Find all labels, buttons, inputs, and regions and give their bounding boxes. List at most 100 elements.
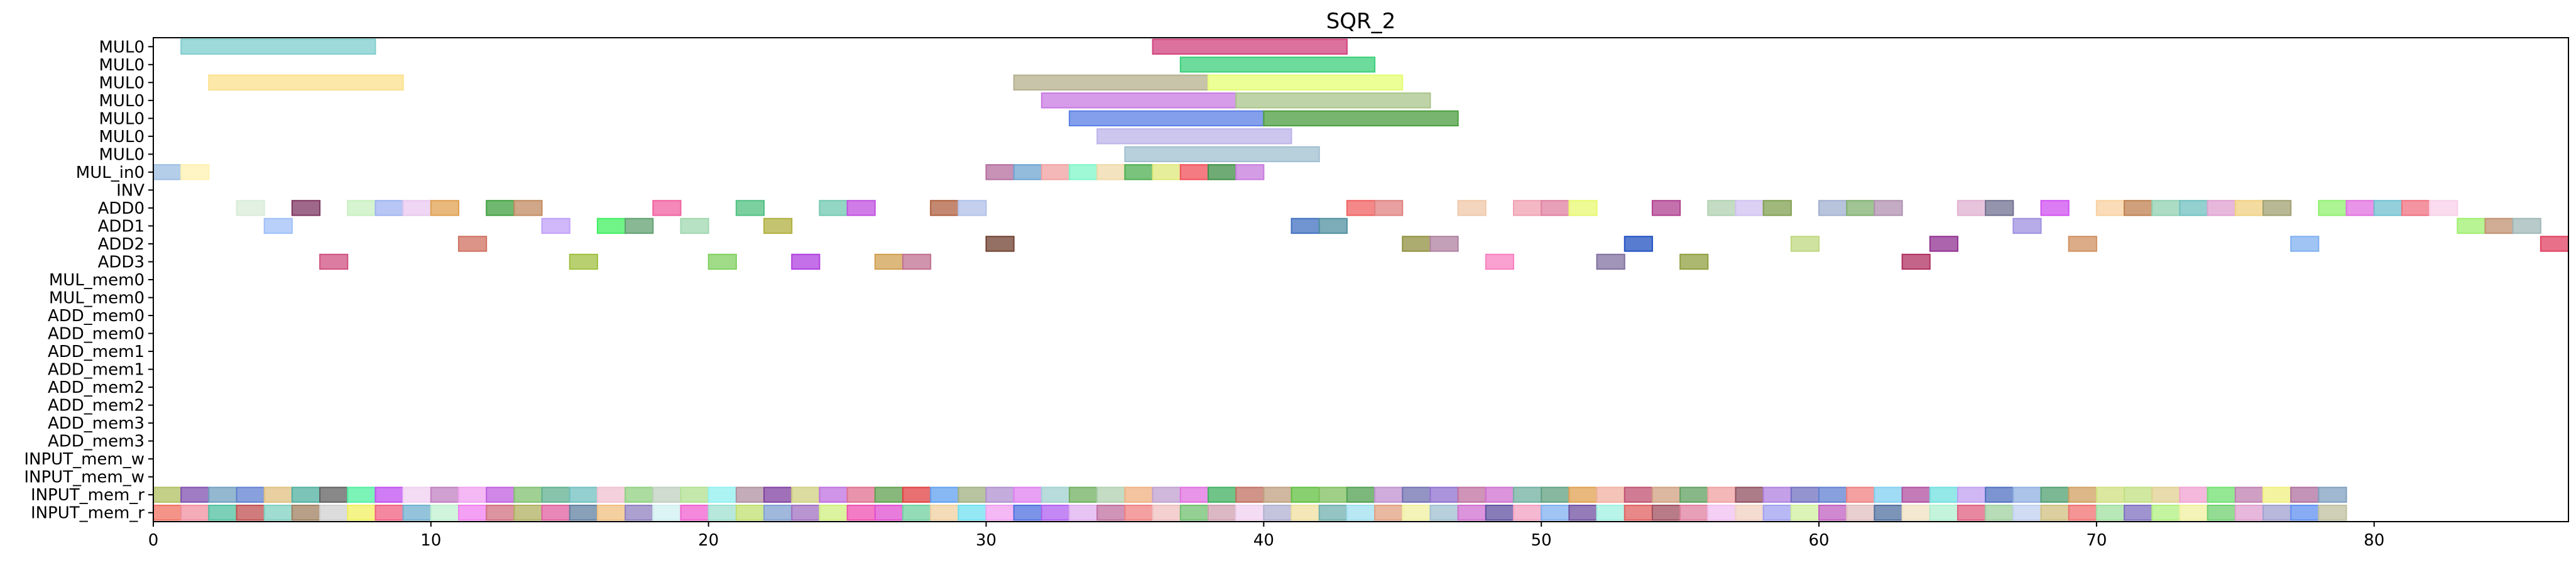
gantt-bar	[2290, 236, 2320, 252]
gantt-bar	[1374, 200, 1404, 216]
y-tick-label: INPUT_mem_w	[24, 450, 145, 469]
gantt-bar	[2373, 200, 2403, 216]
gantt-bar	[707, 253, 737, 270]
gantt-bar	[1818, 505, 1848, 521]
y-tick-label: ADD_mem0	[48, 325, 145, 344]
x-tick-label: 60	[1808, 531, 1829, 550]
gantt-bar	[1679, 486, 1709, 503]
x-tick-label: 30	[976, 531, 996, 550]
gantt-bar	[1957, 200, 1987, 216]
gantt-bar	[2401, 200, 2431, 216]
gantt-bar	[2095, 505, 2126, 521]
gantt-bar	[1013, 164, 1042, 180]
gantt-bar	[680, 505, 709, 521]
gantt-bar	[1901, 253, 1931, 270]
gantt-bar	[2179, 486, 2208, 503]
gantt-bar	[2234, 200, 2264, 216]
gantt-bar	[763, 486, 793, 503]
gantt-bar	[1235, 164, 1265, 180]
gantt-bar	[347, 486, 376, 503]
y-tick-label: MUL0	[99, 92, 145, 111]
gantt-bar	[2540, 236, 2570, 252]
gantt-bar	[819, 486, 848, 503]
gantt-bar	[291, 200, 321, 216]
gantt-bar	[291, 486, 321, 503]
gantt-bar	[625, 486, 654, 503]
gantt-bar	[1651, 486, 1681, 503]
gantt-bar	[1069, 486, 1098, 503]
gantt-bar	[2124, 505, 2153, 521]
gantt-bar	[2179, 200, 2208, 216]
gantt-bar	[208, 74, 404, 91]
gantt-bar	[2124, 200, 2153, 216]
gantt-bar	[1818, 486, 1848, 503]
gantt-bar	[2290, 486, 2320, 503]
y-tick-label: INPUT_mem_w	[24, 468, 145, 487]
gantt-bar	[1457, 486, 1487, 503]
gantt-bar	[569, 253, 598, 270]
gantt-bar	[1596, 486, 1625, 503]
gantt-bar	[153, 164, 182, 180]
gantt-bar	[1040, 92, 1237, 109]
gantt-bar	[1457, 200, 1487, 216]
gantt-bar	[1346, 200, 1376, 216]
gantt-bar	[2040, 486, 2070, 503]
gantt-bar	[2290, 505, 2320, 521]
gantt-bar	[2124, 486, 2153, 503]
gantt-bar	[2457, 217, 2486, 234]
gantt-bar	[874, 505, 903, 521]
gantt-bar	[402, 486, 432, 503]
gantt-bar	[1069, 110, 1265, 127]
gantt-bar	[458, 505, 488, 521]
y-axis-labels: MUL0MUL0MUL0MUL0MUL0MUL0MUL0MUL_in0INVAD…	[24, 38, 153, 523]
y-tick-label: MUL0	[99, 109, 145, 128]
gantt-bar	[930, 200, 959, 216]
gantt-bar	[958, 486, 987, 503]
gantt-bar	[846, 505, 876, 521]
gantt-bar	[1568, 505, 1598, 521]
x-tick-label: 50	[1531, 531, 1552, 550]
gantt-bar	[1985, 486, 2014, 503]
gantt-bar	[2262, 505, 2292, 521]
gantt-bar	[1901, 486, 1931, 503]
gantt-bar	[1485, 486, 1515, 503]
gantt-bar	[1541, 200, 1570, 216]
gantt-bar	[1124, 164, 1154, 180]
y-tick-label: ADD_mem3	[48, 432, 145, 451]
gantt-bar	[153, 486, 182, 503]
y-tick-label: ADD2	[98, 235, 145, 254]
gantt-bar	[2262, 486, 2292, 503]
gantt-bar	[596, 486, 626, 503]
gantt-bar	[596, 505, 626, 521]
gantt-bar	[2512, 217, 2541, 234]
gantt-bar	[1541, 505, 1570, 521]
gantt-bar	[1429, 236, 1459, 252]
y-tick-label: ADD_mem2	[48, 397, 145, 415]
chart-title: SQR_2	[1326, 9, 1396, 34]
gantt-bar	[319, 505, 349, 521]
gantt-bar	[2012, 217, 2042, 234]
gantt-bar	[153, 505, 182, 521]
gantt-bar	[374, 486, 404, 503]
gantt-bar	[1179, 57, 1376, 73]
gantt-bar	[791, 505, 821, 521]
gantt-bar	[1735, 505, 1764, 521]
gantt-bar	[1152, 38, 1348, 55]
y-tick-label: ADD_mem1	[48, 343, 145, 361]
gantt-bar	[513, 505, 543, 521]
gantt-bar	[1929, 505, 1958, 521]
gantt-bar	[319, 253, 349, 270]
gantt-bar	[208, 486, 237, 503]
gantt-bar	[1263, 486, 1292, 503]
gantt-bar	[1096, 486, 1126, 503]
gantt-bar	[430, 505, 460, 521]
gantt-bar	[2484, 217, 2514, 234]
gantt-bar	[1651, 200, 1681, 216]
gantt-bar	[1985, 505, 2014, 521]
gantt-bar	[2318, 505, 2347, 521]
gantt-bar	[1318, 217, 1348, 234]
gantt-bar	[1707, 200, 1737, 216]
gantt-bar	[1790, 236, 1820, 252]
gantt-bar	[180, 38, 376, 55]
